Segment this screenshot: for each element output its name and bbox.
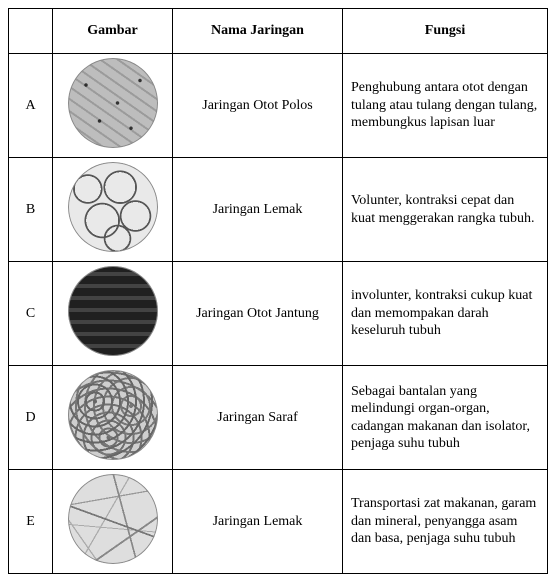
row-gambar: [53, 366, 173, 470]
row-nama: Jaringan Lemak: [173, 158, 343, 262]
row-fungsi: Sebagai bantalan yang melindungi organ-o…: [343, 366, 548, 470]
table-row: C Jaringan Otot Jantung involunter, kont…: [9, 262, 548, 366]
row-gambar: [53, 158, 173, 262]
row-gambar: [53, 262, 173, 366]
row-fungsi: Volunter, kontraksi cepat dan kuat mengg…: [343, 158, 548, 262]
tissue-thumb-b: [68, 162, 158, 252]
row-fungsi: Penghubung antara otot dengan tulang ata…: [343, 54, 548, 158]
table-row: A Jaringan Otot Polos Penghubung antara …: [9, 54, 548, 158]
tissue-thumb-d: [68, 370, 158, 460]
row-letter: D: [9, 366, 53, 470]
row-fungsi: involunter, kontraksi cukup kuat dan mem…: [343, 262, 548, 366]
tissue-thumb-e: [68, 474, 158, 564]
table-row: E Jaringan Lemak Transportasi zat makana…: [9, 470, 548, 574]
table-row: D Jaringan Saraf Sebagai bantalan yang m…: [9, 366, 548, 470]
row-nama: Jaringan Otot Polos: [173, 54, 343, 158]
row-nama: Jaringan Otot Jantung: [173, 262, 343, 366]
row-letter: B: [9, 158, 53, 262]
header-gambar: Gambar: [53, 9, 173, 54]
table-row: B Jaringan Lemak Volunter, kontraksi cep…: [9, 158, 548, 262]
row-nama: Jaringan Saraf: [173, 366, 343, 470]
header-nama: Nama Jaringan: [173, 9, 343, 54]
tissue-thumb-c: [68, 266, 158, 356]
tissue-thumb-a: [68, 58, 158, 148]
header-row: Gambar Nama Jaringan Fungsi: [9, 9, 548, 54]
row-letter: E: [9, 470, 53, 574]
row-gambar: [53, 470, 173, 574]
row-nama: Jaringan Lemak: [173, 470, 343, 574]
row-gambar: [53, 54, 173, 158]
tissue-table: Gambar Nama Jaringan Fungsi A Jaringan O…: [8, 8, 548, 574]
header-fungsi: Fungsi: [343, 9, 548, 54]
row-letter: C: [9, 262, 53, 366]
row-fungsi: Transportasi zat makanan, garam dan mine…: [343, 470, 548, 574]
header-empty: [9, 9, 53, 54]
row-letter: A: [9, 54, 53, 158]
